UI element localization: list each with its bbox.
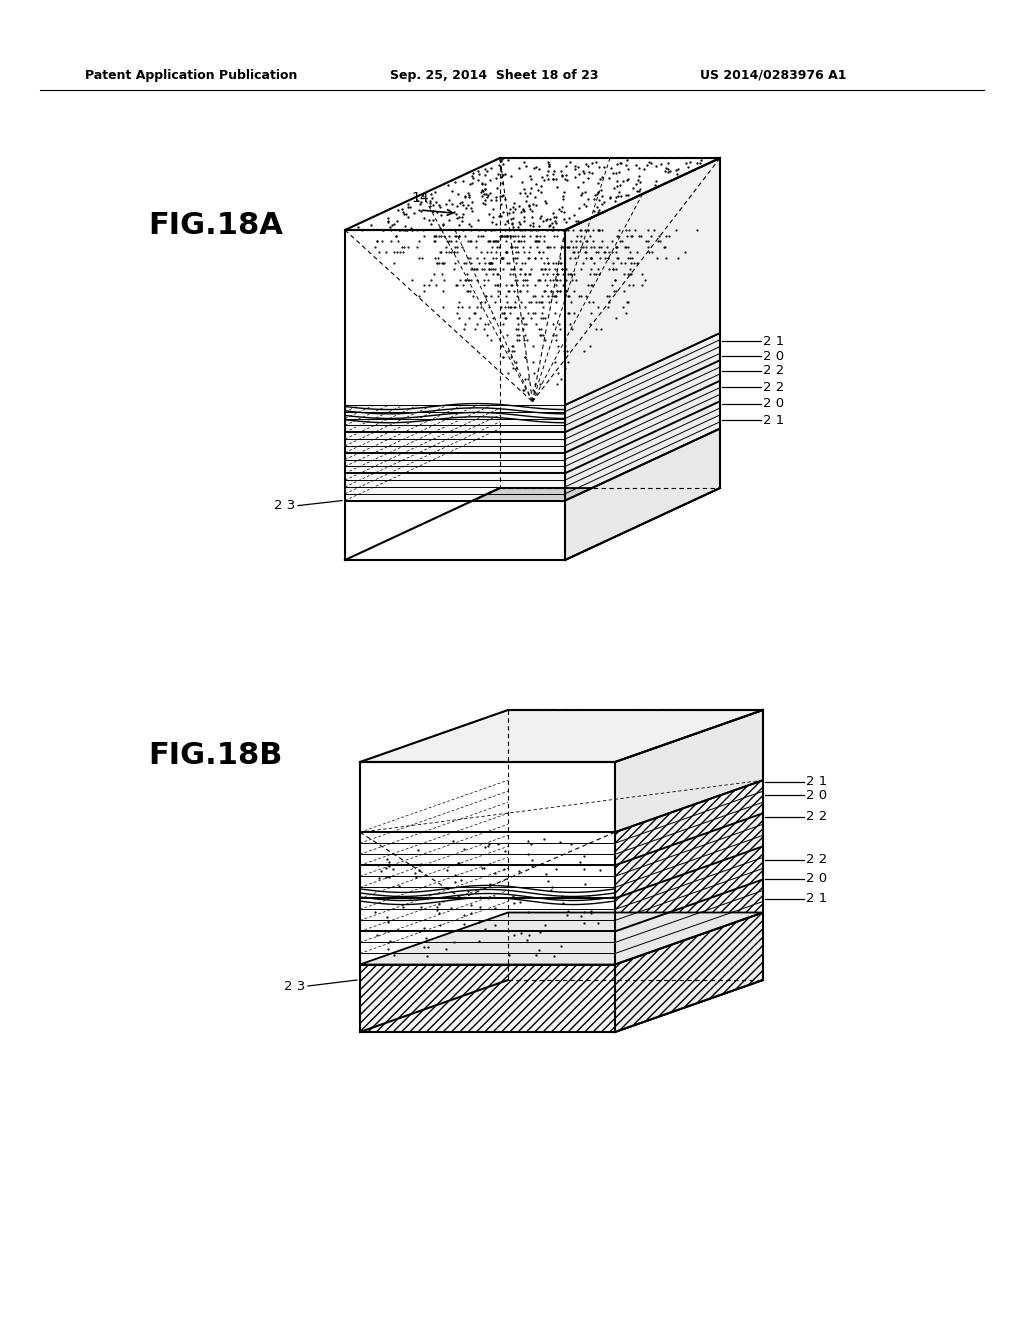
Text: 14: 14 [412, 191, 429, 205]
Text: 2 1: 2 1 [806, 892, 827, 906]
Polygon shape [360, 832, 615, 965]
Polygon shape [360, 965, 615, 1032]
Text: 2 3: 2 3 [273, 499, 295, 512]
Polygon shape [615, 710, 763, 832]
Text: 2 2: 2 2 [763, 381, 784, 393]
Polygon shape [565, 158, 720, 405]
Polygon shape [345, 405, 565, 500]
Polygon shape [360, 710, 763, 762]
Text: Sep. 25, 2014  Sheet 18 of 23: Sep. 25, 2014 Sheet 18 of 23 [390, 69, 598, 82]
Polygon shape [345, 230, 565, 405]
Text: 2 0: 2 0 [806, 873, 827, 886]
Polygon shape [360, 912, 763, 965]
Polygon shape [615, 912, 763, 1032]
Polygon shape [345, 158, 720, 230]
Polygon shape [345, 500, 565, 560]
Polygon shape [345, 488, 720, 560]
Text: 2 3: 2 3 [284, 979, 305, 993]
Polygon shape [565, 429, 720, 560]
Polygon shape [360, 979, 763, 1032]
Text: Patent Application Publication: Patent Application Publication [85, 69, 297, 82]
Polygon shape [565, 333, 720, 500]
Polygon shape [615, 780, 763, 965]
Text: 2 1: 2 1 [806, 775, 827, 788]
Text: US 2014/0283976 A1: US 2014/0283976 A1 [700, 69, 847, 82]
Polygon shape [360, 762, 615, 832]
Text: 2 2: 2 2 [763, 364, 784, 378]
Text: 2 2: 2 2 [806, 810, 827, 824]
Text: 2 1: 2 1 [763, 414, 784, 426]
Text: 2 0: 2 0 [763, 397, 784, 411]
Text: 2 0: 2 0 [806, 788, 827, 801]
Text: 2 1: 2 1 [763, 335, 784, 347]
Text: FIG.18A: FIG.18A [148, 210, 283, 239]
Text: 2 2: 2 2 [806, 853, 827, 866]
Text: 2 0: 2 0 [763, 350, 784, 363]
Text: FIG.18B: FIG.18B [148, 741, 283, 770]
